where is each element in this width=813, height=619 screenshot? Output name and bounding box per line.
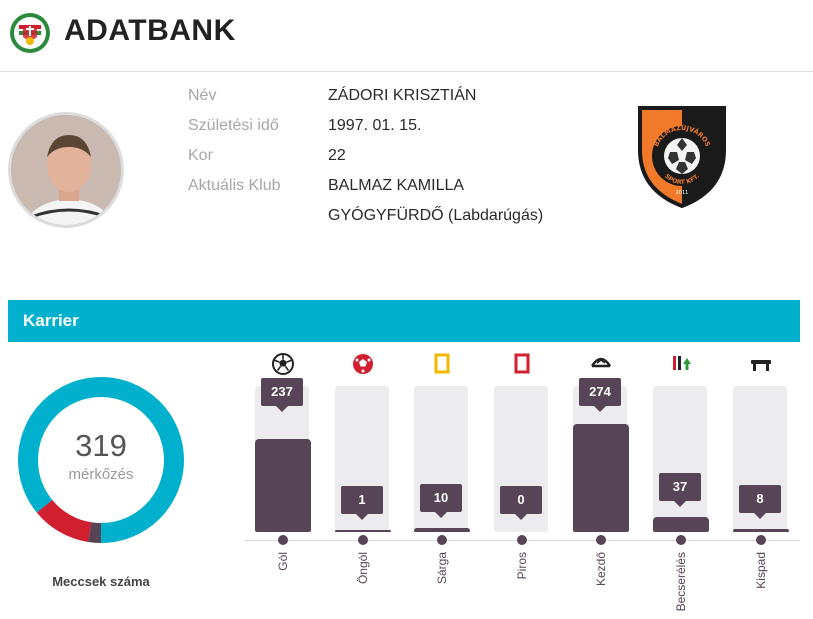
birth-label: Születési idő [188, 117, 279, 134]
player-club-line2[interactable]: GYÓGYFÜRDŐ (Labdarúgás) [328, 207, 544, 224]
age-label: Kor [188, 147, 213, 164]
section-title: Karrier [23, 311, 79, 330]
matches-unit: mérkőzés [68, 466, 134, 483]
axis-dot [278, 535, 288, 545]
club-crest-icon[interactable]: BALMAZÚJVÁROS SPORT KFT. 2011 [636, 104, 728, 208]
axis-dot [358, 535, 368, 545]
yellow-card-icon [430, 352, 454, 376]
bar-0[interactable] [255, 439, 311, 532]
player-avatar [8, 112, 124, 228]
player-age: 22 [328, 147, 346, 164]
bar-5[interactable] [653, 517, 709, 532]
category-label: Piros [515, 552, 529, 580]
donut-segment-dark [18, 377, 184, 543]
federation-logo-icon[interactable] [9, 12, 51, 54]
bar-value-label: 37 [659, 473, 701, 507]
player-club-line1[interactable]: BALMAZ KAMILLA [328, 177, 465, 194]
bar-value-label: 274 [579, 378, 621, 412]
player-birth-date: 1997. 01. 15. [328, 117, 422, 134]
bar-track [653, 386, 707, 532]
section-header-karrier: Karrier [8, 300, 800, 342]
own-goal-ball-icon [351, 352, 375, 376]
club-crest-year: 2011 [676, 190, 689, 196]
category-label: Gól [276, 552, 290, 571]
club-label: Aktuális Klub [188, 177, 281, 194]
matches-donut-chart [18, 377, 184, 543]
bar-value-label: 10 [420, 484, 462, 518]
bar-value-label: 0 [500, 486, 542, 520]
bar-value-label: 1 [341, 486, 383, 520]
red-card-icon [510, 352, 534, 376]
bar-6[interactable] [733, 529, 789, 532]
axis-dot [676, 535, 686, 545]
name-label: Név [188, 87, 217, 104]
player-name: ZÁDORI KRISZTIÁN [328, 87, 477, 104]
category-label: Sárga [435, 552, 449, 585]
bar-2[interactable] [414, 528, 470, 532]
category-label: Kezdő [594, 552, 608, 587]
axis-dot [437, 535, 447, 545]
page-header: ADATBANK [0, 0, 813, 72]
site-title[interactable]: ADATBANK [64, 14, 236, 47]
axis-dot [596, 535, 606, 545]
substitution-icon [669, 352, 693, 376]
ball-icon [271, 352, 295, 376]
category-label: Öngól [356, 552, 370, 585]
category-label: Kispad [754, 552, 768, 589]
bar-4[interactable] [573, 424, 629, 532]
player-photo [11, 115, 121, 225]
category-label: Becserélés [674, 552, 688, 612]
matches-caption: Meccsek száma [52, 574, 150, 589]
bar-1[interactable] [335, 530, 391, 532]
axis-dot [517, 535, 527, 545]
starter-icon [589, 352, 613, 376]
axis-dot [756, 535, 766, 545]
matches-total: 319 [75, 428, 127, 463]
bar-value-label: 8 [739, 485, 781, 519]
bar-value-label: 237 [261, 378, 303, 412]
bench-icon [749, 352, 773, 376]
